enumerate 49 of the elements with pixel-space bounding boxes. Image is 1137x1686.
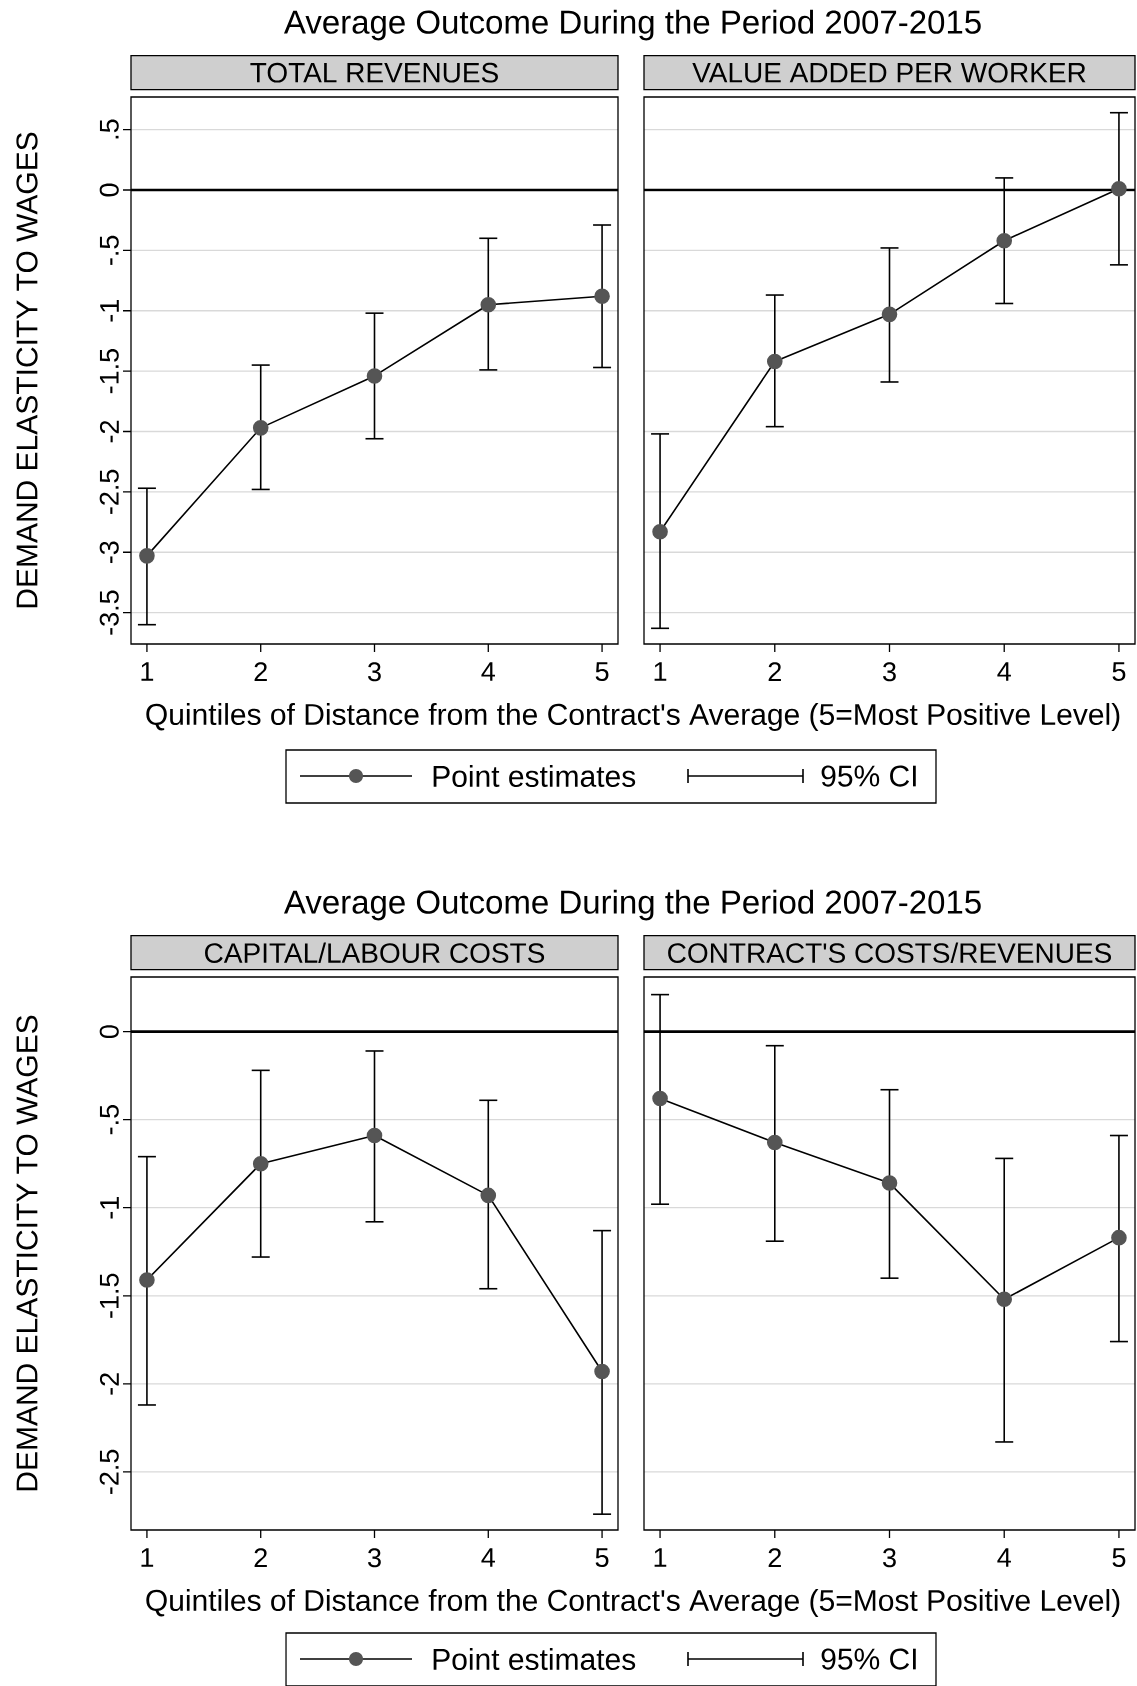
x-tick-label: 5 (1112, 662, 1126, 682)
x-tick-label: 2 (254, 662, 267, 682)
legend-label: Point estimates (433, 1648, 636, 1671)
x-tick-label: 3 (883, 662, 896, 682)
y-axis-title: DEMAND ELASTICITY TO WAGES (16, 132, 38, 608)
x-tick-label: 4 (481, 662, 495, 681)
y-tick-label: .5 (99, 119, 119, 139)
x-tick-label: 4 (997, 1548, 1011, 1567)
x-axis-title: Quintiles of Distance from the Contract's Average (5=Most Positive Level) (146, 1589, 1120, 1617)
x-tick-label: 2 (768, 662, 781, 682)
text: Average Outcome During the Period 2007-2015 (283, 889, 981, 921)
y-tick-label: 0 (99, 1025, 119, 1039)
text: Average Outcome During the Period 2007-2015 (283, 9, 981, 41)
y-tick-label: -1 (100, 300, 119, 322)
x-tick-label: 1 (141, 662, 154, 681)
chart-title: VALUE ADDED PER WORKER (692, 62, 1086, 83)
y-tick-label: 0 (99, 183, 119, 197)
chart-title: CAPITAL/LABOUR COSTS (205, 942, 545, 963)
x-tick-label: 1 (141, 1548, 154, 1567)
y-tick-label: -.5 (99, 1105, 119, 1135)
y-tick-label: -2.5 (99, 469, 119, 514)
x-tick-label: 5 (1112, 1548, 1126, 1568)
y-tick-label: -.5 (99, 235, 119, 265)
x-tick-label: 4 (481, 1548, 495, 1567)
y-tick-label: -2.5 (99, 1449, 119, 1494)
text: 95% CI (821, 765, 916, 787)
x-tick-label: 5 (595, 662, 609, 682)
x-tick-label: 3 (883, 1548, 896, 1568)
y-tick-label: -2 (99, 420, 119, 443)
y-tick-label: -1 (100, 1197, 119, 1219)
y-tick-label: -1.5 (99, 348, 119, 394)
x-tick-label: 3 (368, 1548, 381, 1568)
y-tick-label: -3 (99, 541, 119, 564)
x-tick-label: 5 (595, 1548, 609, 1568)
y-tick-label: -3.5 (99, 590, 119, 635)
y-tick-label: -1.5 (99, 1273, 119, 1318)
x-tick-label: 1 (654, 662, 667, 681)
y-axis-title: DEMAND ELASTICITY TO WAGES (16, 1015, 38, 1491)
x-tick-label: 2 (768, 1548, 781, 1568)
x-tick-label: 3 (368, 662, 381, 682)
x-tick-label: 2 (254, 1548, 267, 1568)
y-tick-label: -2 (99, 1373, 119, 1395)
legend-label: Point estimates (433, 765, 636, 788)
chart-title: CONTRACT'S COSTS/REVENUES (668, 942, 1111, 963)
text: 95% CI (821, 1648, 916, 1670)
x-tick-label: 4 (997, 662, 1011, 681)
chart-title: TOTAL REVENUES (250, 62, 498, 83)
x-tick-label: 1 (654, 1548, 667, 1567)
x-axis-title: Quintiles of Distance from the Contract's Average (5=Most Positive Level) (146, 703, 1120, 731)
